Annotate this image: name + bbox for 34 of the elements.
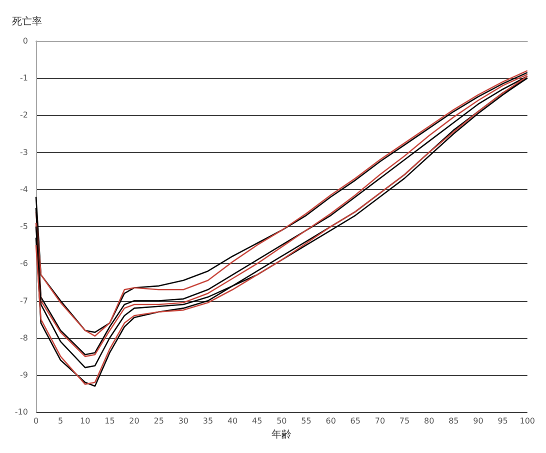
y-tick-label: -3 — [20, 148, 28, 157]
x-axis-title: 年齢 — [272, 428, 292, 440]
x-tick-label: 15 — [104, 416, 115, 426]
x-tick-label: 10 — [80, 416, 90, 426]
x-tick-label: 45 — [252, 416, 262, 426]
x-tick-label: 30 — [178, 416, 189, 426]
y-tick-label: -5 — [20, 222, 28, 232]
x-tick-label: 60 — [326, 416, 336, 426]
y-tick-label: -10 — [14, 408, 28, 417]
y-tick-label: -6 — [20, 259, 28, 268]
y-tick-label: -4 — [20, 184, 28, 194]
x-tick-label: 0 — [33, 416, 39, 426]
x-tick-label: 85 — [448, 416, 459, 426]
y-tick-label: -1 — [20, 74, 28, 83]
x-tick-label: 35 — [202, 416, 214, 426]
x-tick-label: 5 — [58, 416, 64, 426]
x-tick-label: 70 — [374, 416, 386, 426]
x-tick-label: 80 — [424, 416, 434, 426]
y-tick-label: -2 — [20, 110, 28, 120]
y-tick-label: -8 — [20, 333, 28, 342]
x-tick-label: 25 — [154, 416, 164, 426]
x-tick-label: 20 — [129, 416, 140, 426]
x-tick-label: 55 — [301, 416, 312, 426]
x-tick-label: 65 — [350, 416, 360, 426]
x-tick-label: 40 — [227, 416, 238, 426]
y-axis-title: 死亡率 — [12, 16, 42, 28]
y-tick-label: 0 — [22, 36, 28, 46]
y-tick-label: -9 — [20, 370, 28, 380]
x-tick-label: 100 — [520, 416, 536, 426]
x-tick-label: 50 — [276, 416, 287, 426]
x-tick-label: 75 — [399, 416, 410, 426]
y-tick-label: -7 — [20, 296, 28, 306]
x-tick-label: 90 — [473, 416, 484, 426]
x-tick-label: 95 — [498, 416, 508, 426]
